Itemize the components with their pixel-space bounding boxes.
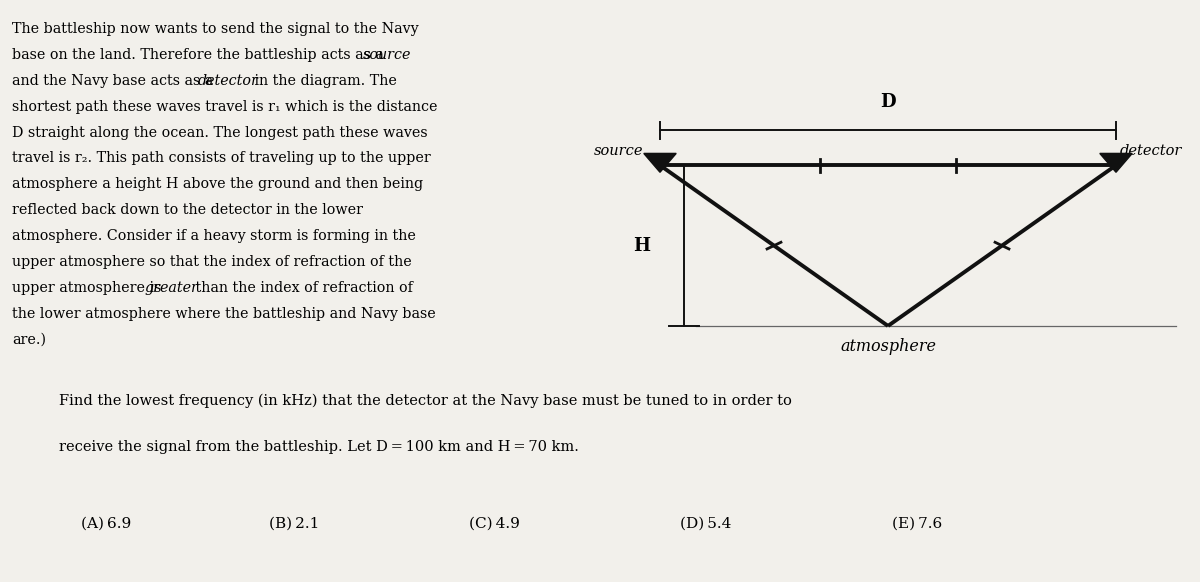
Text: shortest path these waves travel is r₁ which is the distance: shortest path these waves travel is r₁ w… <box>12 100 438 113</box>
Polygon shape <box>643 154 677 172</box>
Text: detector: detector <box>198 74 258 88</box>
Text: (D) 5.4: (D) 5.4 <box>680 516 732 530</box>
Text: atmosphere: atmosphere <box>840 338 936 356</box>
Text: (B) 2.1: (B) 2.1 <box>269 516 319 530</box>
Text: reflected back down to the detector in the lower: reflected back down to the detector in t… <box>12 203 364 217</box>
Text: H: H <box>634 237 650 254</box>
Text: source: source <box>364 48 412 62</box>
Text: upper atmosphere is: upper atmosphere is <box>12 281 166 294</box>
Text: D: D <box>880 94 896 111</box>
Polygon shape <box>1099 154 1133 172</box>
Text: Find the lowest frequency (in kHz) that the detector at the Navy base must be tu: Find the lowest frequency (in kHz) that … <box>59 393 792 408</box>
Text: (A) 6.9: (A) 6.9 <box>80 516 131 530</box>
Text: than the index of refraction of: than the index of refraction of <box>191 281 413 294</box>
Text: receive the signal from the battleship. Let D = 100 km and H = 70 km.: receive the signal from the battleship. … <box>59 439 578 453</box>
Text: detector: detector <box>1120 144 1182 158</box>
Text: source: source <box>594 144 643 158</box>
Text: in the diagram. The: in the diagram. The <box>251 74 397 88</box>
Text: (E) 7.6: (E) 7.6 <box>893 516 943 530</box>
Text: The battleship now wants to send the signal to the Navy: The battleship now wants to send the sig… <box>12 22 419 36</box>
Text: D straight along the ocean. The longest path these waves: D straight along the ocean. The longest … <box>12 126 427 140</box>
Text: upper atmosphere so that the index of refraction of the: upper atmosphere so that the index of re… <box>12 255 412 269</box>
Text: and the Navy base acts as a: and the Navy base acts as a <box>12 74 217 88</box>
Text: base on the land. Therefore the battleship acts as a: base on the land. Therefore the battlesh… <box>12 48 389 62</box>
Text: travel is r₂. This path consists of traveling up to the upper: travel is r₂. This path consists of trav… <box>12 151 431 165</box>
Text: (C) 4.9: (C) 4.9 <box>469 516 520 530</box>
Text: the lower atmosphere where the battleship and Navy base: the lower atmosphere where the battleshi… <box>12 307 436 321</box>
Text: atmosphere a height H above the ground and then being: atmosphere a height H above the ground a… <box>12 178 424 191</box>
Text: are.): are.) <box>12 332 46 346</box>
Text: atmosphere. Consider if a heavy storm is forming in the: atmosphere. Consider if a heavy storm is… <box>12 229 416 243</box>
Text: greater: greater <box>144 281 198 294</box>
